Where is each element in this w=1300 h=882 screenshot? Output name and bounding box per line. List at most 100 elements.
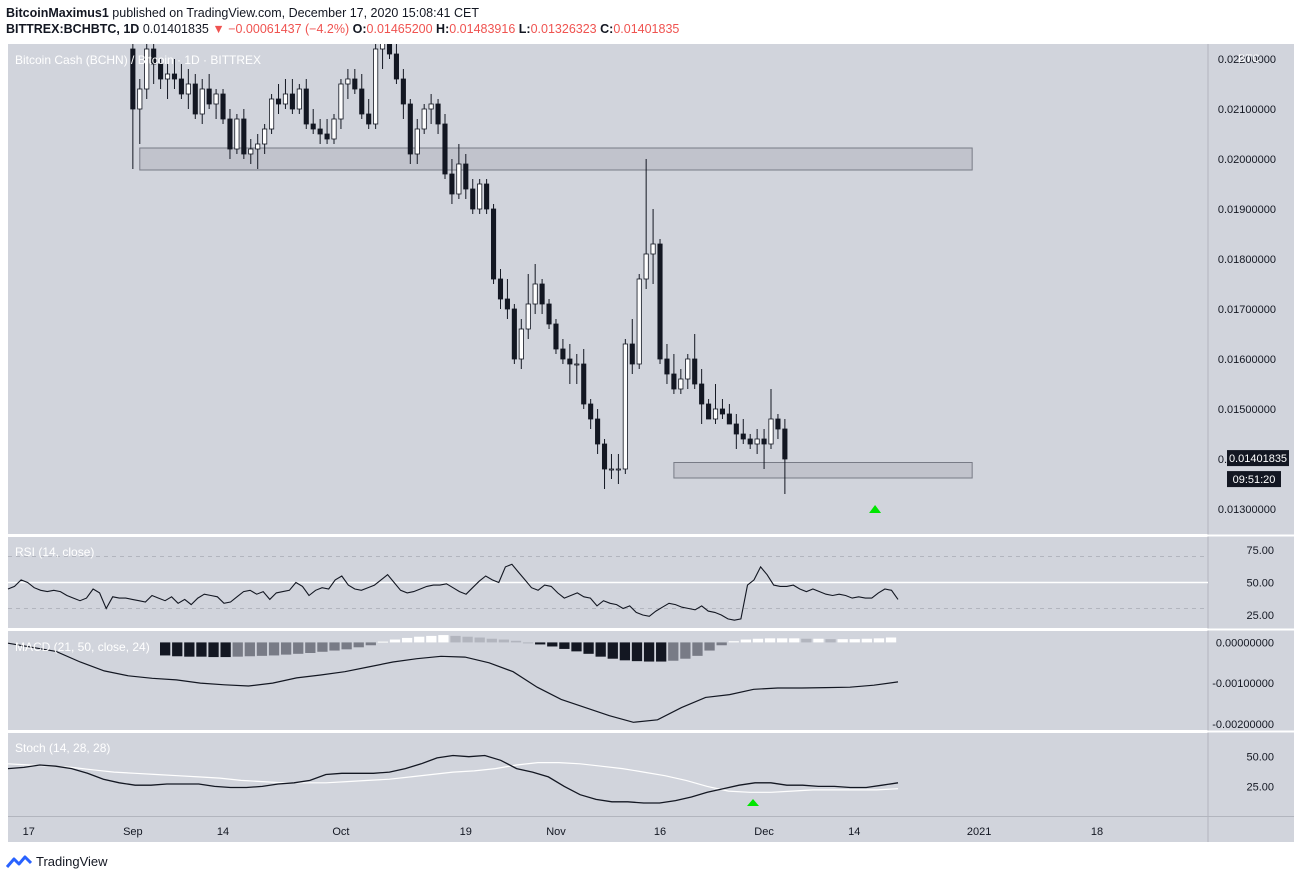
- macd-histogram-bar: [268, 642, 280, 656]
- macd-histogram-bar: [510, 640, 522, 643]
- macd-histogram-bar: [208, 642, 219, 658]
- candle: [324, 119, 330, 144]
- candle-body-down: [761, 438, 767, 445]
- price-tick-label: 0.01300000: [1218, 504, 1276, 516]
- stoch-pane: [7, 754, 899, 806]
- candle: [227, 109, 233, 159]
- candle-body-down: [324, 133, 330, 140]
- candle: [588, 399, 594, 429]
- macd-histogram-bar: [764, 638, 776, 643]
- candle: [338, 79, 344, 129]
- macd-tick-label: 0.00000000: [1216, 637, 1274, 649]
- candle: [428, 94, 434, 124]
- high-value: 0.01483916: [449, 22, 516, 36]
- candle: [615, 454, 621, 484]
- candle: [636, 274, 642, 369]
- candle: [345, 69, 351, 99]
- candle: [532, 264, 538, 314]
- candle-body-down: [706, 403, 712, 420]
- candle-body-down: [241, 118, 247, 155]
- candle: [407, 99, 413, 164]
- time-tick-label: Dec: [754, 826, 774, 838]
- candle: [657, 239, 663, 364]
- candle: [553, 319, 559, 354]
- candle: [380, 44, 386, 69]
- candle: [331, 114, 337, 144]
- time-tick-label: 18: [1091, 826, 1103, 838]
- candle: [366, 99, 372, 129]
- candle: [747, 434, 753, 449]
- candle-body-down: [192, 83, 198, 115]
- candle: [601, 439, 608, 489]
- candle-body-down: [400, 78, 406, 105]
- rsi-title: RSI (14, close): [15, 545, 94, 559]
- candle: [442, 114, 448, 179]
- support-resistance-zone: [673, 462, 973, 479]
- candle: [248, 139, 254, 164]
- candle: [761, 429, 767, 469]
- candle: [310, 109, 316, 134]
- candle: [400, 69, 406, 119]
- macd-histogram-bar: [631, 642, 643, 662]
- rsi-tick-label: 25.00: [1246, 610, 1274, 622]
- footer-brand[interactable]: TradingView: [36, 854, 108, 869]
- countdown-tag-bg: [1227, 471, 1281, 488]
- candle: [192, 74, 198, 119]
- high-label: H:: [436, 22, 450, 36]
- candle: [386, 44, 393, 59]
- macd-histogram-bar: [196, 642, 207, 657]
- candle: [768, 389, 774, 449]
- candle-body-up: [331, 118, 337, 140]
- candle: [712, 384, 719, 424]
- price-tick-label: 0.02000000: [1218, 154, 1276, 166]
- candle-body-up: [608, 468, 615, 471]
- candle: [241, 109, 247, 159]
- candle: [490, 204, 497, 284]
- candle-body-down: [151, 48, 157, 65]
- macd-histogram-bar: [377, 641, 389, 643]
- macd-histogram-bar: [401, 637, 413, 643]
- candle-body-up: [532, 283, 538, 305]
- macd-histogram-bar: [740, 639, 752, 643]
- macd-line: [7, 642, 899, 723]
- candle-body-down: [470, 188, 476, 210]
- price-tick-label: 0.02100000: [1218, 104, 1276, 116]
- candle: [470, 179, 476, 214]
- candle-body-up: [269, 98, 275, 130]
- candle: [144, 44, 150, 99]
- candle-body-up: [164, 73, 171, 80]
- time-tick-label: 2021: [967, 826, 991, 838]
- macd-histogram-bar: [341, 642, 352, 650]
- time-axis-bg: [8, 816, 1208, 842]
- macd-histogram-bar: [414, 636, 425, 643]
- last-price-tag-bg: [1227, 450, 1289, 467]
- candle-body-down: [386, 44, 393, 55]
- candle-body-down: [393, 53, 399, 80]
- author-name[interactable]: BitcoinMaximus1: [6, 6, 109, 20]
- candle-body-down: [699, 383, 705, 405]
- candle-body-up: [754, 438, 760, 445]
- chart-title: Bitcoin Cash (BCHN) / Bitcoin · 1D · BIT…: [15, 53, 261, 67]
- candle-body-down: [303, 88, 309, 125]
- candle: [692, 334, 698, 389]
- macd-histogram-bar: [813, 638, 824, 643]
- macd-histogram-bar: [728, 641, 739, 643]
- macd-histogram-bar: [692, 642, 703, 656]
- candle-body-up: [768, 418, 774, 445]
- candle: [671, 354, 677, 394]
- macd-pane: [7, 635, 899, 723]
- candle: [511, 304, 517, 364]
- macd-histogram-bar: [389, 639, 401, 643]
- candle: [539, 279, 545, 314]
- support-resistance-zone: [139, 147, 973, 171]
- candle-body-down: [601, 443, 608, 470]
- candle-body-down: [484, 183, 490, 210]
- candle: [726, 404, 732, 425]
- stoch-d-line: [7, 761, 899, 793]
- macd-histogram-bar: [559, 642, 570, 649]
- macd-histogram-bar: [256, 642, 268, 656]
- candle-body-up: [248, 148, 254, 155]
- candle-body-down: [130, 48, 136, 110]
- macd-histogram-bar: [595, 642, 606, 657]
